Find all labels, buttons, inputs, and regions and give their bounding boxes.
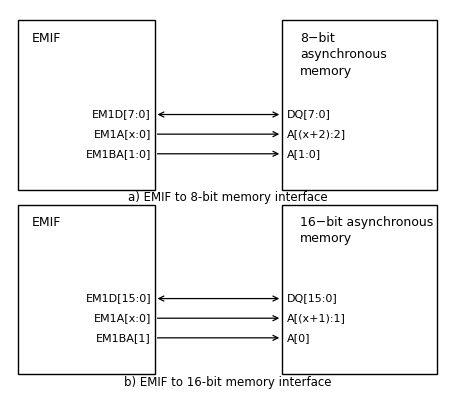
Text: EM1A[x:0]: EM1A[x:0] bbox=[94, 313, 151, 323]
Bar bbox=[18, 204, 155, 374]
Text: 8−bit
asynchronous
memory: 8−bit asynchronous memory bbox=[300, 32, 387, 78]
Text: A[(x+1):1]: A[(x+1):1] bbox=[287, 313, 345, 323]
Text: DQ[7:0]: DQ[7:0] bbox=[287, 110, 330, 119]
Text: EMIF: EMIF bbox=[32, 216, 61, 229]
Text: DQ[15:0]: DQ[15:0] bbox=[287, 294, 338, 303]
Bar bbox=[18, 20, 155, 190]
Text: A[1:0]: A[1:0] bbox=[287, 149, 321, 159]
Bar bbox=[282, 20, 437, 190]
Text: EM1D[15:0]: EM1D[15:0] bbox=[86, 294, 151, 303]
Text: EMIF: EMIF bbox=[32, 32, 61, 45]
Text: A[(x+2):2]: A[(x+2):2] bbox=[287, 129, 346, 139]
Bar bbox=[282, 204, 437, 374]
Text: EM1A[x:0]: EM1A[x:0] bbox=[94, 129, 151, 139]
Text: b) EMIF to 16-bit memory interface: b) EMIF to 16-bit memory interface bbox=[124, 375, 331, 389]
Text: EM1D[7:0]: EM1D[7:0] bbox=[92, 110, 151, 119]
Text: a) EMIF to 8-bit memory interface: a) EMIF to 8-bit memory interface bbox=[128, 191, 327, 204]
Text: EM1BA[1:0]: EM1BA[1:0] bbox=[86, 149, 151, 159]
Text: EM1BA[1]: EM1BA[1] bbox=[96, 333, 151, 343]
Text: A[0]: A[0] bbox=[287, 333, 310, 343]
Text: 16−bit asynchronous
memory: 16−bit asynchronous memory bbox=[300, 216, 434, 245]
